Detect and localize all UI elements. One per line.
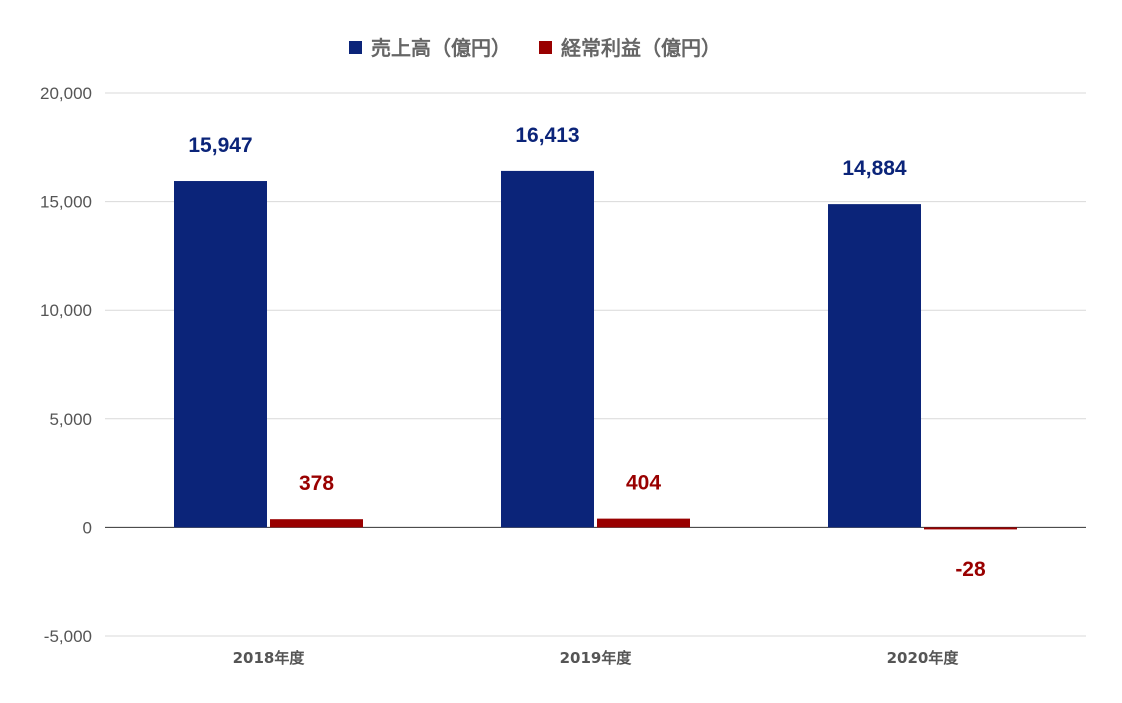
grid-layer — [105, 92, 1086, 637]
y-tick-label: 15,000 — [40, 193, 92, 212]
x-tick-label: 2018年度 — [233, 649, 306, 667]
profit-value-label: 378 — [299, 472, 334, 495]
sales-value-label: 15,947 — [188, 134, 252, 157]
y-tick-label: 5,000 — [49, 410, 92, 429]
profit-value-label: 404 — [626, 472, 661, 495]
profit-bar — [924, 527, 1017, 530]
x-tick-label: 2019年度 — [560, 649, 633, 667]
x-axis-labels: 2018年度 2019年度 2020年度 — [233, 649, 960, 667]
data-labels-layer: 15,947 378 16,413 404 14,884 -28 — [188, 124, 986, 581]
profit-value-label: -28 — [955, 558, 986, 581]
sales-bar — [828, 204, 921, 528]
sales-bar — [501, 170, 594, 528]
legend-label-profit: 経常利益（億円） — [561, 36, 721, 60]
legend-label-sales: 売上高（億円） — [371, 36, 511, 60]
profit-bar — [270, 519, 363, 528]
sales-value-label: 16,413 — [515, 124, 579, 147]
bars-layer — [174, 170, 1017, 530]
profit-bar — [597, 518, 690, 528]
y-tick-label: 0 — [83, 518, 92, 537]
y-tick-label: 10,000 — [40, 301, 92, 320]
x-tick-label: 2020年度 — [887, 649, 960, 667]
sales-bar — [174, 181, 267, 528]
y-tick-label: -5,000 — [44, 627, 92, 646]
y-tick-label: 20,000 — [40, 84, 92, 103]
legend-swatch-profit — [539, 41, 552, 54]
legend-swatch-sales — [349, 41, 362, 54]
y-axis-labels: 20,000 15,000 10,000 5,000 0 -5,000 — [40, 84, 92, 646]
sales-value-label: 14,884 — [842, 157, 907, 180]
legend: 売上高（億円） 経常利益（億円） — [349, 36, 721, 60]
